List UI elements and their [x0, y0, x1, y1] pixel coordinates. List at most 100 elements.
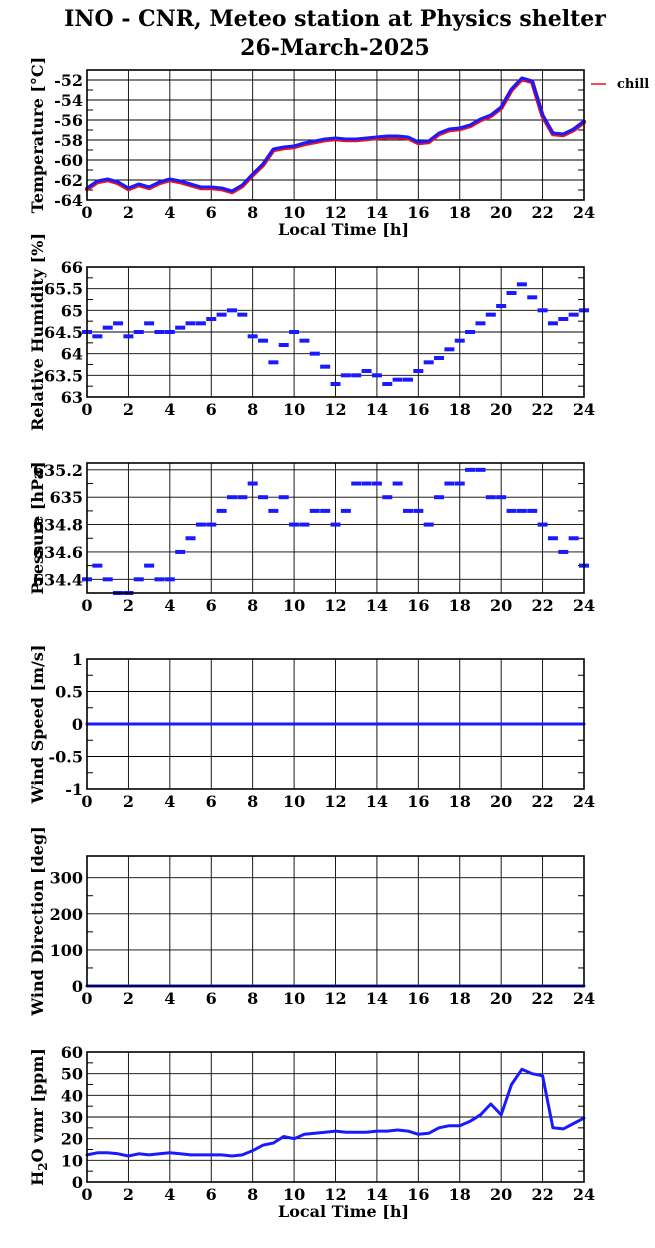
humidity-ytick-label: 66 — [61, 258, 83, 277]
humidity-point — [506, 291, 517, 295]
wind_direction-frame — [86, 855, 585, 987]
h2o-xtick-label: 22 — [531, 1185, 553, 1204]
wind_speed-xtick-label: 16 — [407, 792, 429, 811]
temperature-xtick-label: 8 — [247, 203, 258, 222]
wind_speed-ytick-label: -1 — [65, 780, 83, 799]
humidity-point — [475, 321, 486, 326]
temperature-xtick-label: 22 — [531, 203, 553, 222]
temperature-ytick-label: -52 — [54, 71, 83, 90]
humidity-point — [516, 282, 527, 287]
pressure-xtick-label: 18 — [449, 596, 471, 615]
humidity-point — [537, 308, 548, 313]
h2o-xtick-label: 12 — [324, 1185, 346, 1204]
pressure-ytick-label: 635.2 — [33, 461, 83, 480]
humidity-point — [423, 360, 434, 365]
wind_direction-xtick-label: 12 — [324, 989, 346, 1008]
humidity-point — [444, 347, 455, 352]
humidity-point — [133, 330, 144, 334]
wind_direction-xtick-label: 22 — [531, 989, 553, 1008]
wind_direction-ytick-label: 200 — [50, 905, 83, 924]
temperature-xtick-label: 0 — [81, 203, 92, 222]
humidity-xtick-label: 22 — [531, 400, 553, 419]
humidity-point — [102, 325, 113, 330]
wind_speed-xtick-label: 4 — [164, 792, 175, 811]
humidity-xtick-label: 0 — [81, 400, 92, 419]
h2o-xtick-label: 24 — [573, 1185, 595, 1204]
temperature-xtick-label: 10 — [283, 203, 305, 222]
pressure-ytick-label: 635 — [50, 488, 83, 507]
pressure-xtick-label: 6 — [206, 596, 217, 615]
wind_speed-xtick-label: 6 — [206, 792, 217, 811]
pressure-point — [289, 522, 300, 527]
h2o-xtick-label: 18 — [449, 1185, 471, 1204]
wind_direction-xtick-label: 24 — [573, 989, 595, 1008]
pressure-xtick-label: 8 — [247, 596, 258, 615]
humidity-ytick-label: 64.5 — [44, 323, 83, 342]
temperature-xtick-label: 14 — [366, 203, 388, 222]
wind_speed-frame — [86, 658, 585, 790]
temperature-xtick-label: 6 — [206, 203, 217, 222]
pressure-point — [496, 495, 507, 500]
pressure-point — [423, 522, 434, 527]
humidity-point — [382, 382, 393, 386]
humidity-point — [216, 312, 227, 317]
humidity-point — [123, 334, 134, 339]
humidity-point — [268, 360, 279, 365]
humidity-point — [320, 364, 331, 369]
h2o-ytick-label: 0 — [72, 1173, 83, 1192]
humidity-xtick-label: 20 — [490, 400, 512, 419]
pressure-xtick-label: 20 — [490, 596, 512, 615]
pressure-point — [558, 549, 569, 554]
humidity-y-axis-label: Relative Humidity [%] — [28, 233, 47, 431]
wind_speed-xtick-label: 24 — [573, 792, 595, 811]
wind_direction-xtick-label: 10 — [283, 989, 305, 1008]
humidity-frame — [86, 266, 585, 398]
pressure-point — [216, 508, 227, 513]
pressure-point — [547, 536, 558, 541]
temperature-ytick-label: -60 — [54, 151, 83, 170]
humidity-ytick-label: 63.5 — [44, 366, 83, 385]
temperature-frame — [86, 69, 585, 201]
wind_speed-xtick-label: 14 — [366, 792, 388, 811]
h2o-x-axis-label: Local Time [h] — [278, 1202, 409, 1221]
pressure-xtick-label: 0 — [81, 596, 92, 615]
h2o-xtick-label: 0 — [81, 1185, 92, 1204]
temperature-ytick-label: -62 — [54, 171, 83, 190]
pressure-point — [434, 495, 445, 500]
pressure-xtick-label: 24 — [573, 596, 595, 615]
wind_direction-xtick-label: 16 — [407, 989, 429, 1008]
temperature-xtick-label: 16 — [407, 203, 429, 222]
pressure-point — [392, 481, 403, 486]
temperature-y-axis-label: Temperature [°C] — [28, 57, 47, 213]
wind_speed-xtick-label: 0 — [81, 792, 92, 811]
humidity-point — [361, 369, 372, 373]
humidity-point — [154, 330, 165, 334]
temperature-series-line — [85, 76, 586, 193]
pressure-point — [465, 467, 476, 472]
temperature-xtick-label: 4 — [164, 203, 175, 222]
wind_speed-xtick-label: 10 — [283, 792, 305, 811]
temperature-xtick-label: 24 — [573, 203, 595, 222]
pressure-xtick-label: 16 — [407, 596, 429, 615]
pressure-ytick-label: 634.6 — [33, 543, 83, 562]
pressure-point — [485, 495, 496, 500]
humidity-xtick-label: 10 — [283, 400, 305, 419]
pressure-xtick-label: 10 — [283, 596, 305, 615]
pressure-point — [299, 522, 310, 527]
pressure-point — [527, 508, 538, 513]
pressure-point — [309, 508, 320, 513]
h2o-xtick-label: 2 — [123, 1185, 134, 1204]
temperature-xtick-label: 2 — [123, 203, 134, 222]
humidity-point — [258, 338, 269, 343]
wind_direction-y-axis-label: Wind Direction [deg] — [28, 826, 47, 1017]
pressure-xtick-label: 22 — [531, 596, 553, 615]
figure-title-line1: INO - CNR, Meteo station at Physics shel… — [64, 6, 606, 32]
pressure-point — [164, 577, 175, 582]
humidity-xtick-label: 12 — [324, 400, 346, 419]
pressure-point — [340, 508, 351, 513]
humidity-point — [527, 295, 538, 300]
pressure-point — [175, 549, 186, 554]
